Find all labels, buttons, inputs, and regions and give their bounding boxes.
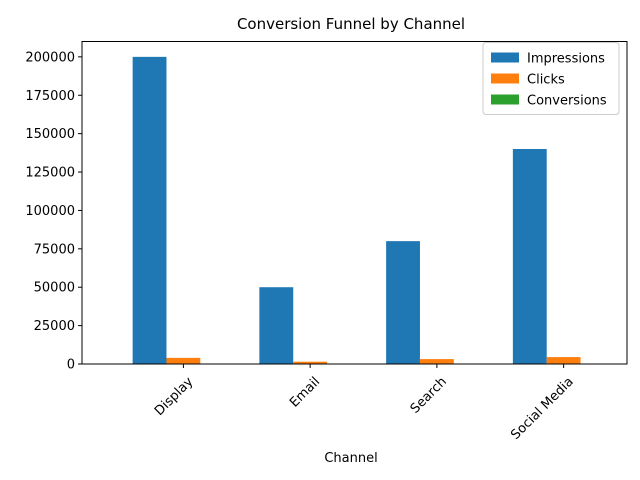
legend-swatch-conversions [491,94,519,105]
plot-frame [81,41,628,365]
bar-clicks-email [293,361,328,364]
legend-swatch-impressions [491,52,519,63]
bar-impressions-social-media [512,149,547,364]
bar-impressions-display [132,56,167,364]
y-tick-label: 50000 [34,281,75,296]
x-axis-label: Channel [324,451,377,466]
legend-label-impressions: Impressions [527,52,605,67]
bars-group [132,56,615,364]
y-tick-label: 75000 [34,242,75,257]
x-tick-label-email: Email [287,374,323,410]
x-tick-label-search: Search [408,374,450,416]
legend: Impressions Clicks Conversions [482,42,620,115]
y-tick-label: 25000 [34,319,75,334]
y-tick-label: 200000 [25,50,75,65]
x-axis: Display Email Search Social Media [152,364,577,443]
y-axis: 0 25000 50000 75000 100000 125000 150000 175000… [25,50,82,373]
legend-label-clicks: Clicks [527,73,565,88]
y-tick-label: 150000 [25,127,75,142]
bar-clicks-search [419,359,454,364]
x-tick-label-social-media: Social Media [508,374,576,442]
y-tick-label: 0 [67,358,75,373]
bar-clicks-social-media [546,357,581,364]
bar-impressions-search [386,241,420,364]
bar-impressions-email [259,287,294,364]
legend-swatch-clicks [491,73,519,84]
legend-label-conversions: Conversions [527,94,607,109]
bar-clicks-display [166,357,201,364]
y-tick-label: 100000 [25,204,75,219]
y-tick-label: 125000 [25,166,75,181]
chart-title: Conversion Funnel by Channel [237,15,465,33]
x-tick-label-display: Display [152,374,197,419]
y-tick-label: 175000 [25,89,75,104]
